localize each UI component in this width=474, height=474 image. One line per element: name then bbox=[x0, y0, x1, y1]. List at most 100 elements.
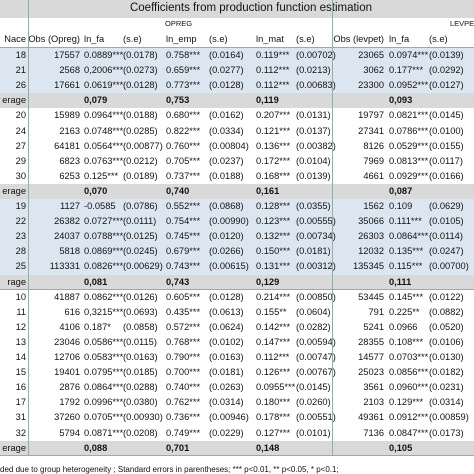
cell: (0.0106) bbox=[429, 336, 464, 347]
cell: 0.572*** bbox=[166, 321, 201, 332]
cell: (0.0166) bbox=[429, 170, 464, 181]
opreg-label: OPREG bbox=[165, 19, 193, 28]
average-value: 0,740 bbox=[166, 185, 190, 196]
cell: 32 bbox=[15, 427, 26, 438]
cell: 35066 bbox=[358, 216, 384, 227]
cell: 0.0929*** bbox=[389, 170, 429, 181]
cell: (0.00702) bbox=[296, 50, 336, 60]
cell: 0.745*** bbox=[166, 231, 201, 242]
cell: (0.00551) bbox=[296, 412, 336, 423]
cell: 23 bbox=[15, 231, 26, 242]
cell: 0.0864*** bbox=[389, 231, 429, 242]
cell: 3561 bbox=[363, 382, 384, 393]
cell: (0.0102) bbox=[209, 336, 244, 347]
cell: 0.132*** bbox=[256, 231, 291, 242]
cell: (0.0858) bbox=[123, 321, 158, 332]
average-label: rage bbox=[7, 276, 26, 287]
column-header: (s.e) bbox=[209, 34, 228, 44]
cell: 0.822*** bbox=[166, 125, 201, 136]
cell: 14 bbox=[15, 352, 26, 362]
column-header: Nace bbox=[4, 34, 26, 44]
cell: (0.0145) bbox=[429, 110, 464, 121]
cell: 0.0847*** bbox=[389, 427, 429, 438]
group-band bbox=[0, 289, 474, 441]
cell: 0.129*** bbox=[389, 397, 424, 408]
cell: 14577 bbox=[358, 352, 384, 362]
cell: 7136 bbox=[363, 427, 384, 438]
cell: 0.754*** bbox=[166, 216, 201, 227]
cell: 0.743*** bbox=[166, 261, 201, 272]
average-value: 0,105 bbox=[389, 442, 413, 453]
column-header: ln_fa bbox=[389, 34, 410, 44]
cell: 6823 bbox=[59, 155, 80, 166]
cell: 0.0960*** bbox=[389, 382, 429, 393]
cell: (0.0212) bbox=[123, 155, 158, 166]
cell: 0.552*** bbox=[166, 201, 201, 211]
cell: (0.00930) bbox=[123, 412, 163, 423]
cell: (0.0188) bbox=[123, 110, 158, 121]
cell: (0.0181) bbox=[209, 367, 244, 378]
cell: 1792 bbox=[59, 397, 80, 408]
cell: 0.0763*** bbox=[84, 155, 124, 166]
cell: 0.207*** bbox=[256, 110, 291, 121]
cell: 2163 bbox=[59, 125, 80, 136]
cell: 0.112*** bbox=[256, 352, 290, 362]
cell: 113331 bbox=[49, 261, 80, 272]
cell: 0.0703*** bbox=[389, 352, 429, 362]
cell: 0.112*** bbox=[256, 65, 290, 76]
cell: 0.172*** bbox=[256, 155, 291, 166]
cell: 0.0974*** bbox=[389, 50, 429, 60]
cell: 24 bbox=[15, 125, 26, 136]
cell: 0.0586*** bbox=[84, 336, 124, 347]
column-header: Obs (levpet) bbox=[333, 34, 384, 44]
cell: (0.0131) bbox=[296, 110, 331, 121]
cell: 13 bbox=[15, 336, 26, 347]
cell: (0.0125) bbox=[123, 231, 158, 242]
cell: 0.0727*** bbox=[84, 216, 124, 227]
cell: 0.111*** bbox=[389, 216, 422, 227]
cell: 0.142*** bbox=[256, 321, 291, 332]
cell: 27341 bbox=[358, 125, 384, 136]
cell: (0.00312) bbox=[296, 261, 336, 272]
cell: 24037 bbox=[54, 231, 80, 242]
cell: (0.0164) bbox=[209, 50, 244, 60]
cell: 17661 bbox=[54, 80, 80, 91]
cell: 0.679*** bbox=[166, 246, 201, 257]
cell: (0.0314) bbox=[429, 397, 464, 408]
cell: 0.0889*** bbox=[84, 50, 124, 60]
cell: (0.0130) bbox=[429, 352, 464, 362]
cell: 17 bbox=[15, 397, 26, 408]
cell: 0.112*** bbox=[256, 80, 290, 91]
cell: 0.790*** bbox=[166, 352, 201, 362]
title-band bbox=[0, 0, 474, 18]
cell: 3062 bbox=[363, 65, 384, 76]
cell: 19 bbox=[15, 201, 26, 211]
cell: (0.0334) bbox=[209, 125, 244, 136]
cell: 0.737*** bbox=[166, 170, 201, 181]
cell: 41887 bbox=[54, 291, 80, 302]
cell: 0.0869*** bbox=[84, 246, 124, 257]
cell: (0.00700) bbox=[429, 261, 469, 272]
divider bbox=[28, 0, 29, 456]
cell: 0.680*** bbox=[166, 110, 201, 121]
group-band bbox=[0, 48, 474, 94]
cell: 0.768*** bbox=[166, 336, 201, 347]
cell: (0.0128) bbox=[123, 80, 158, 91]
cell: (0.0120) bbox=[209, 231, 244, 242]
column-header: ln_mat bbox=[256, 34, 284, 44]
cell: 19401 bbox=[54, 367, 80, 378]
cell: 0.0564*** bbox=[84, 140, 124, 151]
cell: 0.736*** bbox=[166, 412, 201, 423]
column-header: (s.e) bbox=[429, 34, 448, 44]
cell: (0.0292) bbox=[429, 65, 464, 76]
cell: 53445 bbox=[358, 291, 384, 302]
cell: (0.0520) bbox=[429, 321, 464, 332]
cell: 0.168*** bbox=[256, 170, 291, 181]
cell: 0.127*** bbox=[256, 427, 291, 438]
cell: 0.0788*** bbox=[84, 231, 124, 242]
cell: 22 bbox=[15, 216, 26, 227]
cell: 0.131*** bbox=[256, 261, 291, 272]
cell: 23300 bbox=[358, 80, 384, 91]
cell: 0.749*** bbox=[166, 427, 201, 438]
cell: 0.0862*** bbox=[84, 291, 124, 302]
